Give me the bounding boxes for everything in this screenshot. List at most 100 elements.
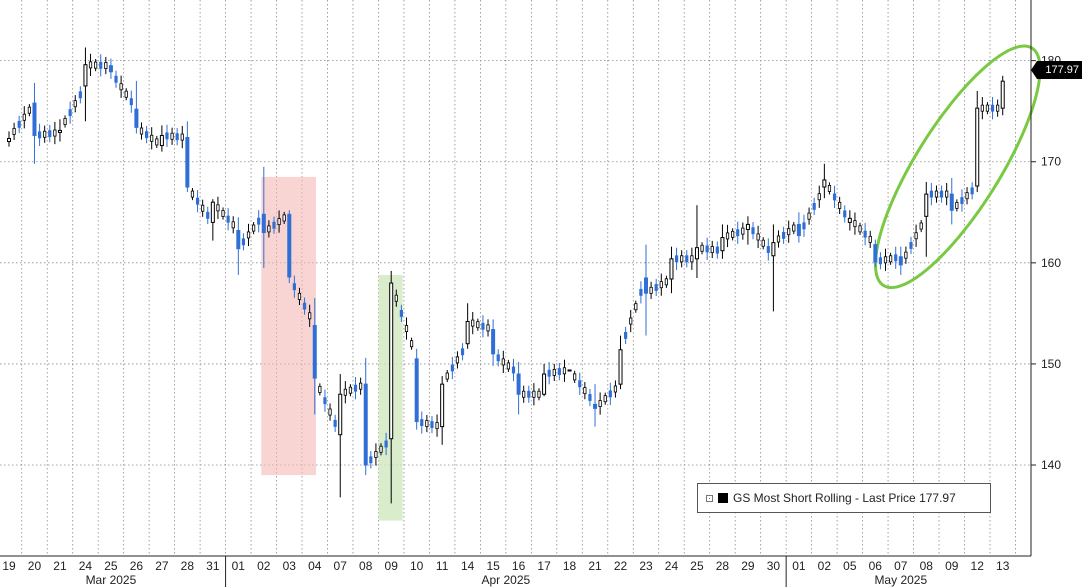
candle-body bbox=[420, 419, 424, 426]
x-tick-label: 07 bbox=[334, 559, 348, 573]
candle-body bbox=[618, 349, 623, 385]
candle-body bbox=[506, 362, 511, 370]
candle-body bbox=[379, 445, 383, 453]
candle-body bbox=[297, 292, 302, 300]
legend-label: GS Most Short Rolling - Last Price 177.9… bbox=[733, 491, 956, 505]
candle-body bbox=[802, 222, 806, 230]
candle-body bbox=[226, 215, 230, 223]
candle-body bbox=[583, 387, 587, 395]
candle-body bbox=[414, 358, 419, 423]
candle-body bbox=[522, 390, 526, 398]
candle-body bbox=[139, 127, 144, 135]
x-tick-label: 19 bbox=[2, 559, 16, 573]
x-tick-label: 15 bbox=[486, 559, 500, 573]
x-tick-label: 25 bbox=[104, 559, 118, 573]
candle-body bbox=[542, 373, 547, 395]
candle-body bbox=[710, 246, 714, 253]
month-label: Apr 2025 bbox=[482, 573, 531, 587]
x-tick-label: 21 bbox=[53, 559, 67, 573]
candle-body bbox=[644, 277, 648, 294]
candle-body bbox=[914, 232, 918, 240]
candle-body bbox=[766, 246, 770, 253]
candle-body bbox=[216, 204, 220, 212]
x-tick-label: 16 bbox=[512, 559, 526, 573]
candle-body bbox=[593, 403, 598, 409]
candle-body bbox=[659, 281, 663, 289]
x-tick-label: 01 bbox=[232, 559, 246, 573]
x-tick-label: 18 bbox=[563, 559, 577, 573]
x-tick-label: 22 bbox=[614, 559, 628, 573]
candle-body bbox=[878, 257, 883, 265]
candle-body bbox=[134, 108, 139, 128]
x-tick-label: 28 bbox=[181, 559, 195, 573]
candle-body bbox=[78, 91, 82, 99]
candle-body bbox=[53, 129, 57, 137]
x-tick-label: 26 bbox=[130, 559, 144, 573]
x-tick-label: 21 bbox=[588, 559, 602, 573]
candle-body bbox=[537, 390, 541, 398]
candle-body bbox=[175, 133, 179, 141]
candle-body bbox=[996, 104, 1000, 112]
candle-body bbox=[955, 201, 959, 209]
x-tick-label: 08 bbox=[359, 559, 373, 573]
candle-body bbox=[832, 193, 837, 201]
candle-body bbox=[761, 239, 765, 247]
candle-body bbox=[847, 217, 852, 223]
candle-body bbox=[37, 131, 42, 139]
candle-body bbox=[985, 104, 990, 112]
candle-body bbox=[741, 227, 745, 235]
candle-body bbox=[119, 83, 123, 91]
candle-body bbox=[781, 231, 786, 239]
candle-body bbox=[731, 230, 735, 238]
candle-body bbox=[261, 213, 266, 234]
candle-body bbox=[43, 130, 47, 138]
candle-body bbox=[664, 278, 668, 286]
candle-body bbox=[210, 201, 215, 223]
x-tick-label: 20 bbox=[28, 559, 42, 573]
x-tick-label: 03 bbox=[283, 559, 297, 573]
highlight-ellipse-green bbox=[873, 44, 1042, 290]
candle-body bbox=[124, 90, 128, 98]
candle-body bbox=[598, 400, 602, 407]
legend-expand-icon bbox=[706, 494, 713, 502]
candle-body bbox=[949, 193, 954, 211]
candle-body bbox=[88, 61, 93, 69]
x-tick-label: 02 bbox=[257, 559, 271, 573]
candle-body bbox=[756, 233, 760, 241]
x-tick-label: 23 bbox=[639, 559, 653, 573]
candle-body bbox=[465, 320, 470, 345]
candle-body bbox=[425, 420, 429, 428]
candle-body bbox=[389, 282, 394, 440]
candle-body bbox=[868, 235, 872, 243]
candle-body bbox=[384, 440, 388, 448]
candle-body bbox=[838, 201, 842, 209]
candle-body bbox=[654, 284, 658, 291]
candle-body bbox=[751, 227, 755, 235]
candle-body bbox=[894, 254, 898, 262]
candle-body bbox=[965, 192, 969, 200]
candle-body bbox=[129, 98, 133, 106]
candle-body bbox=[302, 302, 307, 310]
candle-body bbox=[853, 220, 857, 228]
candle-body bbox=[12, 127, 16, 135]
candle-body bbox=[527, 390, 531, 398]
candle-body bbox=[898, 256, 903, 266]
candle-body bbox=[694, 247, 699, 260]
x-tick-label: 01 bbox=[792, 559, 806, 573]
candle-body bbox=[501, 358, 505, 366]
candle-body bbox=[787, 228, 791, 236]
candle-body bbox=[919, 222, 923, 230]
candle-body bbox=[195, 197, 200, 205]
candle-body bbox=[491, 329, 496, 355]
x-tick-label: 14 bbox=[461, 559, 475, 573]
candle-body bbox=[231, 221, 235, 229]
candle-body bbox=[812, 202, 816, 210]
candle-body bbox=[873, 244, 878, 263]
x-tick-label: 09 bbox=[385, 559, 399, 573]
candle-body bbox=[32, 102, 37, 136]
candle-body bbox=[323, 397, 327, 405]
candle-body bbox=[155, 138, 159, 146]
candle-body bbox=[939, 190, 944, 198]
candle-body bbox=[608, 390, 612, 398]
candle-body bbox=[435, 422, 439, 430]
